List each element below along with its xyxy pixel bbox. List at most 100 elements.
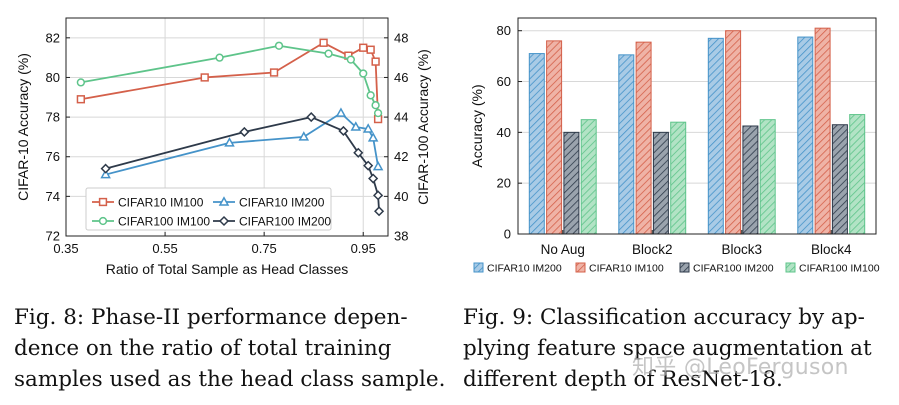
bar — [814, 27, 831, 235]
bar — [725, 30, 742, 235]
caption-line: samples used as the head class sample. — [14, 367, 446, 392]
legend-swatch — [679, 262, 690, 273]
line-chart-ticks: 0.35 0.55 0.75 0.95 72 74 76 78 80 82 38 40 42 44 46 48 — [46, 30, 409, 256]
x-tick-label: Block2 — [632, 242, 673, 257]
y-tick-label: 40 — [497, 125, 511, 140]
legend-label: CIFAR100 IM100 — [799, 263, 880, 275]
y-left-tick-label: 80 — [46, 70, 60, 85]
data-point-triangle — [362, 123, 374, 133]
data-point-square — [200, 73, 209, 82]
legend-label: CIFAR10 IM100 — [118, 196, 204, 210]
data-point-diamond — [218, 215, 230, 227]
bar-chart: 0 20 40 60 80 No Aug Block2 Block3 Block4 Accura… — [469, 17, 880, 275]
data-point-diamond — [306, 112, 317, 123]
watermark: 知乎 @LeoFerguson — [632, 355, 849, 380]
y-left-tick-label: 74 — [46, 189, 60, 204]
data-point-circle — [371, 101, 380, 110]
bar — [546, 40, 563, 235]
data-point-circle — [366, 91, 375, 100]
x-tick-label: 0.75 — [251, 241, 276, 256]
bar — [563, 131, 580, 235]
data-point-circle — [98, 216, 108, 226]
y-right-tick-label: 46 — [394, 70, 408, 85]
data-point-circle — [215, 53, 224, 62]
bar — [797, 36, 814, 235]
data-point-circle — [324, 49, 333, 58]
legend-label: CIFAR100 IM200 — [693, 263, 774, 275]
series-line — [105, 112, 379, 176]
data-point-square — [371, 57, 380, 66]
data-point-triangle — [100, 168, 111, 179]
data-point-diamond — [363, 160, 374, 171]
caption-line: different depth of ResNet-18. — [463, 367, 783, 392]
data-point-triangle — [372, 160, 384, 171]
x-tick-label: 0.95 — [351, 241, 376, 256]
data-point-square — [359, 43, 368, 52]
y-left-tick-label: 82 — [46, 30, 60, 45]
data-point-diamond — [373, 190, 384, 201]
legend-label: CIFAR10 IM100 — [589, 263, 664, 275]
data-point-square — [269, 68, 279, 77]
data-point-diamond — [353, 147, 364, 158]
bar-chart-bars — [528, 27, 866, 235]
bar — [831, 124, 848, 235]
x-tick-label: No Aug — [541, 242, 585, 257]
y-right-tick-label: 44 — [394, 110, 408, 125]
y-left-tick-label: 72 — [46, 229, 60, 244]
x-tick-label: Block4 — [811, 242, 852, 257]
legend-label: CIFAR100 IM200 — [239, 215, 331, 229]
figure-8-caption: Fig. 8: Phase-II performance depen- denc… — [14, 302, 446, 395]
data-point-diamond — [374, 206, 385, 217]
y-left-tick-label: 76 — [46, 149, 60, 164]
x-tick-label: 0.35 — [53, 241, 78, 256]
bar — [652, 131, 669, 235]
y-tick-label: 20 — [497, 176, 511, 191]
data-point-diamond — [239, 126, 250, 138]
data-point-triangle — [335, 107, 347, 117]
line-chart-series — [76, 38, 385, 217]
bar — [670, 121, 687, 235]
line-chart-y-label-left: CIFAR-10 Accuracy (%) — [15, 53, 31, 201]
legend-swatch — [785, 262, 796, 273]
legend-swatch — [473, 262, 484, 273]
legend-label: CIFAR10 IM200 — [239, 196, 325, 210]
data-point-triangle — [350, 121, 362, 131]
bar — [849, 114, 866, 235]
data-point-triangle — [367, 132, 379, 142]
y-left-tick-label: 78 — [46, 110, 60, 125]
bar — [759, 119, 776, 235]
y-right-tick-label: 40 — [394, 189, 408, 204]
bar-chart-frame — [517, 17, 877, 235]
bar — [528, 53, 545, 235]
x-tick-label: 0.55 — [152, 241, 177, 256]
bar — [580, 119, 597, 235]
data-point-diamond — [368, 173, 379, 184]
y-tick-label: 80 — [497, 23, 511, 38]
y-tick-label: 60 — [497, 74, 511, 89]
data-point-square — [76, 95, 86, 104]
line-chart-y-label-right: CIFAR-100 Accuracy (%) — [415, 49, 431, 205]
data-point-square — [98, 197, 108, 207]
line-chart-legend-box — [85, 187, 332, 231]
bar — [742, 125, 759, 235]
line-chart-x-label: Ratio of Total Sample as Head Classes — [106, 261, 349, 277]
bar — [635, 41, 652, 235]
data-point-triangle — [224, 137, 235, 147]
figure-9-caption: Fig. 9: Classification accuracy by ap- p… — [463, 302, 881, 395]
caption-line: plying feature space augmentation at — [463, 336, 872, 361]
data-point-triangle — [298, 131, 310, 141]
caption-line: Fig. 8: Phase-II performance depen- — [14, 305, 408, 330]
y-right-tick-label: 42 — [394, 149, 408, 164]
y-right-tick-label: 38 — [394, 229, 408, 244]
series-line — [80, 44, 379, 114]
data-point-circle — [346, 55, 355, 64]
data-point-circle — [373, 108, 383, 118]
line-chart-legend: CIFAR10 IM100 CIFAR10 IM200 CIFAR100 IM100… — [85, 187, 332, 231]
data-point-square — [366, 45, 375, 54]
data-point-circle — [76, 78, 86, 87]
bar-chart-legend: CIFAR10 IM200 CIFAR10 IM100 CIFAR100 IM200… — [473, 262, 880, 275]
data-point-circle — [274, 41, 284, 50]
line-chart-frame — [65, 17, 389, 237]
data-point-circle — [359, 69, 368, 78]
